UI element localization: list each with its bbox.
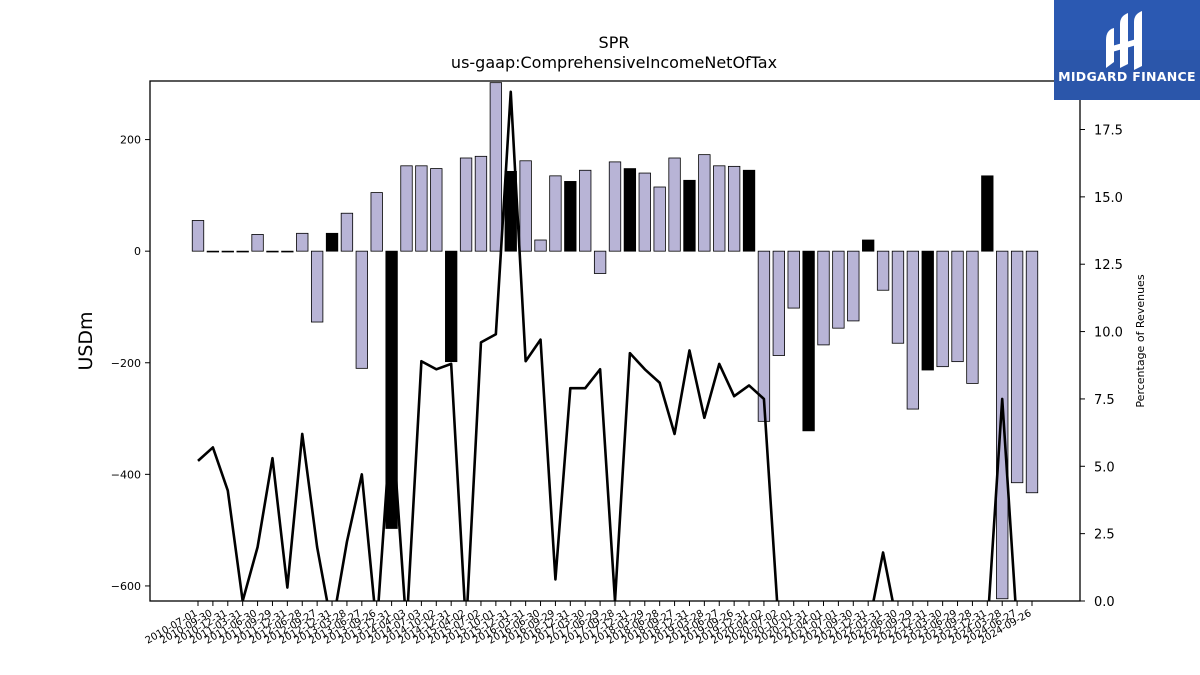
bar xyxy=(281,250,294,253)
bar xyxy=(698,154,711,252)
bar xyxy=(445,250,458,363)
bar xyxy=(683,179,696,252)
bar xyxy=(608,161,622,252)
bar xyxy=(936,250,949,368)
logo-text: MIDGARD FINANCE xyxy=(1058,69,1196,84)
y2-tick-label: 5.0 xyxy=(1094,460,1115,475)
bar xyxy=(802,250,815,432)
line-series xyxy=(197,90,1017,601)
bar xyxy=(713,165,726,252)
bar xyxy=(206,250,220,253)
bar xyxy=(221,250,234,253)
bar-series xyxy=(191,82,1039,600)
bar xyxy=(638,172,651,252)
bar xyxy=(981,175,994,252)
y-axis-left: −600 −400 −200 0 200 xyxy=(111,134,150,593)
x-axis: 2010-07-012010-09-302010-12-312011-03-31… xyxy=(144,601,1034,647)
bar xyxy=(847,250,860,322)
bar xyxy=(430,168,443,252)
bar xyxy=(296,232,309,252)
y-tick-label: 200 xyxy=(120,134,141,147)
bar xyxy=(191,220,205,252)
bar xyxy=(951,250,964,363)
y-tick-label: −600 xyxy=(111,580,141,593)
bar xyxy=(355,250,368,369)
bar xyxy=(474,155,488,252)
y-axis-label: USDm xyxy=(75,311,97,370)
bar xyxy=(415,165,428,252)
bar xyxy=(966,250,979,384)
bar xyxy=(757,250,771,422)
chart-title: SPR xyxy=(599,33,630,52)
y-tick-label: 0 xyxy=(134,245,141,258)
bar xyxy=(1025,250,1039,494)
chart-subtitle: us-gaap:ComprehensiveIncomeNetOfTax xyxy=(451,53,777,72)
bar xyxy=(1010,250,1024,484)
y2-tick-label: 15.0 xyxy=(1094,191,1123,206)
bar xyxy=(251,234,264,252)
bar xyxy=(996,250,1009,600)
bar xyxy=(459,157,473,252)
logo: MIDGARD FINANCE xyxy=(1054,0,1200,100)
bar xyxy=(891,250,905,344)
bar xyxy=(593,250,607,274)
bar xyxy=(564,181,577,252)
y-axis-right: 0.0 2.5 5.0 7.5 10.0 12.5 15.0 17.5 xyxy=(1080,123,1123,610)
y2-tick-label: 2.5 xyxy=(1094,528,1115,543)
bar xyxy=(727,165,741,252)
bar xyxy=(489,82,503,252)
bar xyxy=(832,250,845,329)
y2-tick-label: 12.5 xyxy=(1094,258,1123,273)
y2-tick-label: 10.0 xyxy=(1094,326,1123,341)
bar xyxy=(310,250,324,323)
bar xyxy=(534,239,547,252)
bar xyxy=(385,250,398,529)
bar xyxy=(817,250,830,346)
y-tick-label: −200 xyxy=(111,357,141,370)
line xyxy=(197,90,1017,601)
bar xyxy=(325,232,339,252)
bar xyxy=(787,250,800,309)
bar xyxy=(266,250,279,253)
bar xyxy=(340,212,354,252)
bar xyxy=(400,165,413,252)
bar xyxy=(623,168,637,252)
y2-tick-label: 7.5 xyxy=(1094,393,1115,408)
bar xyxy=(236,250,249,253)
bar xyxy=(906,250,920,410)
bar xyxy=(653,186,666,252)
bar xyxy=(862,239,875,252)
y2-tick-label: 17.5 xyxy=(1094,123,1123,138)
y2-tick-label: 0.0 xyxy=(1094,595,1115,610)
bar xyxy=(772,250,785,356)
bar xyxy=(579,169,592,252)
bar xyxy=(519,160,532,252)
y-tick-label: −400 xyxy=(111,468,141,481)
bar xyxy=(921,250,934,371)
bar xyxy=(668,157,681,252)
bar xyxy=(549,175,562,252)
bar xyxy=(742,169,756,252)
bar xyxy=(876,250,890,291)
logo-mark-icon xyxy=(1106,11,1142,70)
y2-axis-label: Percentage of Revenues xyxy=(1134,274,1147,407)
bar xyxy=(370,192,383,252)
